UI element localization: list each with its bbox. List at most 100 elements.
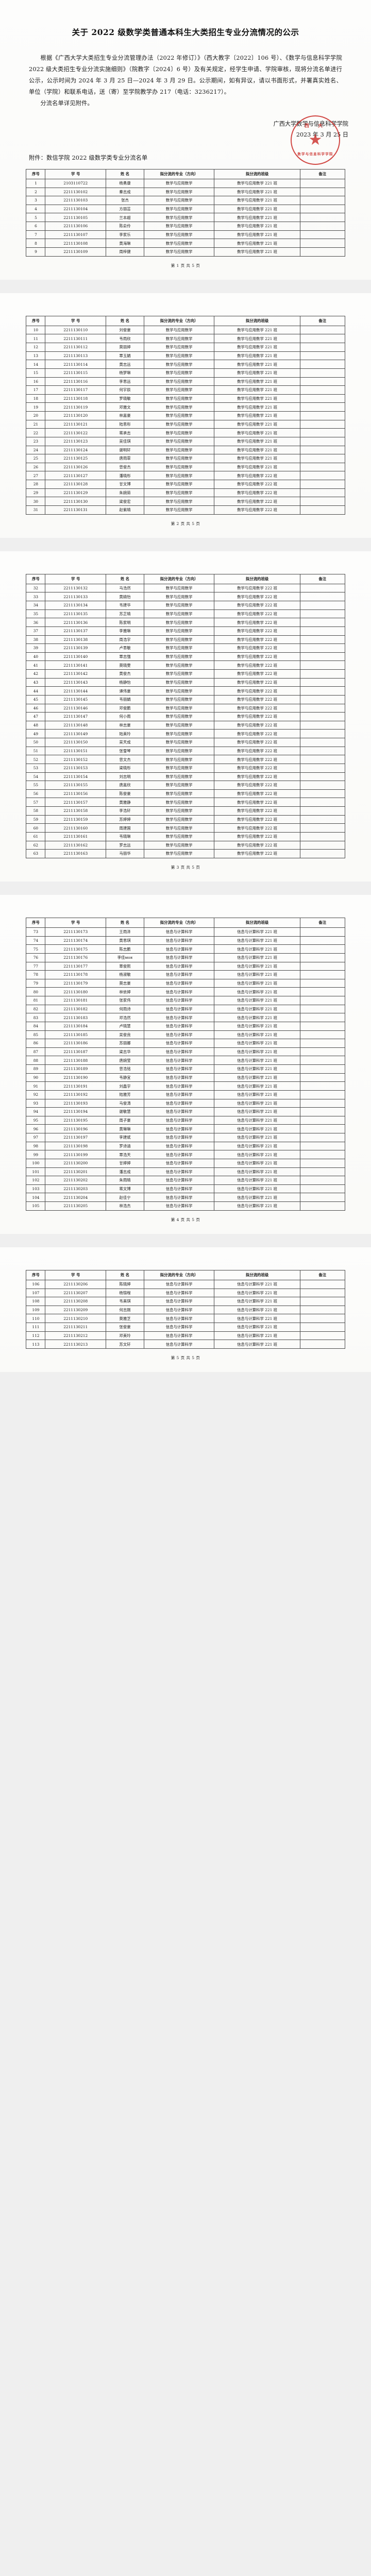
- row-class: 信息与计算科学 221 班: [214, 927, 301, 937]
- row-name: 韦雨欣: [105, 334, 145, 344]
- row-remark: [300, 1133, 345, 1142]
- row-student-id: 2211130140: [45, 652, 106, 662]
- row-index: 16: [26, 377, 46, 386]
- row-class: 数学与应用数学 221 班: [214, 222, 301, 231]
- row-student-id: 2211130104: [45, 204, 106, 214]
- row-class: 信息与计算科学 221 班: [214, 987, 301, 997]
- row-remark: [300, 583, 345, 593]
- row-major: 信息与计算科学: [144, 1158, 215, 1168]
- row-name: 黄志远: [105, 360, 145, 369]
- row-name: 杨梦琳: [105, 368, 145, 378]
- col-header-major: 拟分流的专业（方向）: [144, 168, 215, 179]
- col-header-class: 拟分流的班级: [214, 917, 301, 928]
- row-index: 24: [26, 445, 46, 455]
- row-student-id: 2211130209: [45, 1305, 106, 1315]
- row-class: 数学与应用数学 221 班: [214, 454, 301, 463]
- row-name: 莫志豪: [105, 978, 145, 988]
- row-name: 蒋文博: [105, 1184, 145, 1194]
- row-index: 58: [26, 806, 46, 816]
- row-name: 李建斌: [105, 1133, 145, 1142]
- row-name: 周浩宇: [105, 635, 145, 645]
- table-row: 92 2211130192 陆雅芳 信息与计算科学 信息与计算科学 221 班: [26, 1090, 345, 1099]
- table-row: 33 2211130133 黄婧怡 数学与应用数学 数学与应用数学 222 班: [26, 592, 345, 602]
- table-row: 44 2211130144 谭伟豪 数学与应用数学 数学与应用数学 222 班: [26, 686, 345, 696]
- document-page-5: 序号 学 号 姓 名 拟分流的专业（方向） 拟分流的班级 备注 106 22111…: [0, 1247, 371, 1372]
- row-index: 33: [26, 592, 46, 602]
- row-name: 杨静怡: [105, 677, 145, 687]
- row-student-id: 2211130195: [45, 1115, 106, 1125]
- row-major: 数学与应用数学: [144, 411, 215, 420]
- row-remark: [300, 601, 345, 610]
- table-row: 48 2211130148 林志豪 数学与应用数学 数学与应用数学 222 班: [26, 720, 345, 730]
- row-class: 数学与应用数学 221 班: [214, 196, 301, 205]
- table-row: 30 2211130130 梁俊宏 数学与应用数学 数学与应用数学 222 班: [26, 497, 345, 506]
- row-index: 36: [26, 618, 46, 627]
- row-major: 信息与计算科学: [144, 1288, 215, 1298]
- row-major: 数学与应用数学: [144, 677, 215, 687]
- row-name: 邓雅文: [105, 402, 145, 412]
- row-student-id: 2211130150: [45, 738, 106, 747]
- row-name: 梁志华: [105, 1047, 145, 1057]
- table-header-row: 序号 学 号 姓 名 拟分流的专业（方向） 拟分流的班级 备注: [26, 168, 345, 179]
- row-student-id: 2211130174: [45, 936, 106, 945]
- table-row: 112 2211130212 邓美玲 信息与计算科学 信息与计算科学 221 班: [26, 1331, 345, 1341]
- row-major: 数学与应用数学: [144, 798, 215, 807]
- row-class: 信息与计算科学 221 班: [214, 1013, 301, 1022]
- row-class: 数学与应用数学 221 班: [214, 230, 301, 240]
- row-remark: [300, 1073, 345, 1082]
- table-row: 82 2211130182 何雨诗 信息与计算科学 信息与计算科学 221 班: [26, 1004, 345, 1014]
- table-row: 83 2211130183 邓浩然 信息与计算科学 信息与计算科学 221 班: [26, 1013, 345, 1022]
- table-row: 58 2211130158 李浩轩 数学与应用数学 数学与应用数学 222 班: [26, 806, 345, 816]
- table-row: 105 2211130205 林浩杰 信息与计算科学 信息与计算科学 221 班: [26, 1201, 345, 1211]
- row-index: 39: [26, 643, 46, 653]
- row-class: 数学与应用数学 221 班: [214, 213, 301, 223]
- row-name: 李思远: [105, 377, 145, 386]
- row-student-id: 2211130175: [45, 944, 106, 954]
- table-row: 14 2211130114 黄志远 数学与应用数学 数学与应用数学 221 班: [26, 360, 345, 369]
- row-class: 信息与计算科学 221 班: [214, 1021, 301, 1031]
- row-class: 信息与计算科学 221 班: [214, 1090, 301, 1099]
- row-major: 数学与应用数学: [144, 703, 215, 713]
- row-major: 数学与应用数学: [144, 230, 215, 240]
- table-row: 4 2211130104 方丽芸 数学与应用数学 数学与应用数学 221 班: [26, 204, 345, 214]
- row-major: 数学与应用数学: [144, 815, 215, 824]
- row-class: 数学与应用数学 222 班: [214, 635, 301, 645]
- row-student-id: 2211130201: [45, 1167, 106, 1177]
- row-major: 信息与计算科学: [144, 1039, 215, 1048]
- row-class: 信息与计算科学 221 班: [214, 978, 301, 988]
- row-remark: [300, 806, 345, 816]
- row-major: 信息与计算科学: [144, 1004, 215, 1014]
- table-row: 46 2211130146 邓俊鹏 数学与应用数学 数学与应用数学 222 班: [26, 703, 345, 713]
- row-class: 数学与应用数学 222 班: [214, 832, 301, 841]
- row-class: 数学与应用数学 222 班: [214, 669, 301, 679]
- row-class: 信息与计算科学 221 班: [214, 1323, 301, 1332]
- notice-body: 根据《广西大学大类招生专业分流管理办法（2022 年修订）》（西大教字〔2022…: [0, 38, 371, 109]
- page-footer: 第 1 页 共 5 页: [171, 263, 200, 268]
- row-major: 数学与应用数学: [144, 686, 215, 696]
- row-name: 陈志鹏: [105, 944, 145, 954]
- row-student-id: 2211130133: [45, 592, 106, 602]
- row-remark: [300, 1081, 345, 1091]
- row-class: 数学与应用数学 222 班: [214, 729, 301, 739]
- roster-table-page-3: 序号 学 号 姓 名 拟分流的专业（方向） 拟分流的班级 备注 32 221113…: [26, 573, 345, 858]
- row-major: 信息与计算科学: [144, 1115, 215, 1125]
- table-row: 81 2211130181 张家伟 信息与计算科学 信息与计算科学 221 班: [26, 996, 345, 1005]
- row-name: 张雪琴: [105, 746, 145, 756]
- table-row: 36 2211130136 陈家明 数学与应用数学 数学与应用数学 222 班: [26, 618, 345, 627]
- table-row: 100 2211130200 甘婷婷 信息与计算科学 信息与计算科学 221 班: [26, 1158, 345, 1168]
- row-remark: [300, 1158, 345, 1168]
- table-row: 61 2211130161 韦晓琳 数学与应用数学 数学与应用数学 222 班: [26, 832, 345, 841]
- row-name: 甘文博: [105, 480, 145, 489]
- row-student-id: 2211130115: [45, 368, 106, 378]
- row-index: 85: [26, 1030, 46, 1040]
- col-header-name: 姓 名: [105, 917, 145, 928]
- row-index: 45: [26, 694, 46, 704]
- row-student-id: 2211130158: [45, 806, 106, 816]
- table-row: 59 2211130159 苏婷婷 数学与应用数学 数学与应用数学 222 班: [26, 815, 345, 824]
- row-class: 信息与计算科学 221 班: [214, 1056, 301, 1065]
- row-class: 数学与应用数学 222 班: [214, 720, 301, 730]
- row-name: 何小雨: [105, 712, 145, 721]
- row-class: 数学与应用数学 221 班: [214, 411, 301, 420]
- row-name: 梁俊宏: [105, 497, 145, 506]
- row-major: 数学与应用数学: [144, 694, 215, 704]
